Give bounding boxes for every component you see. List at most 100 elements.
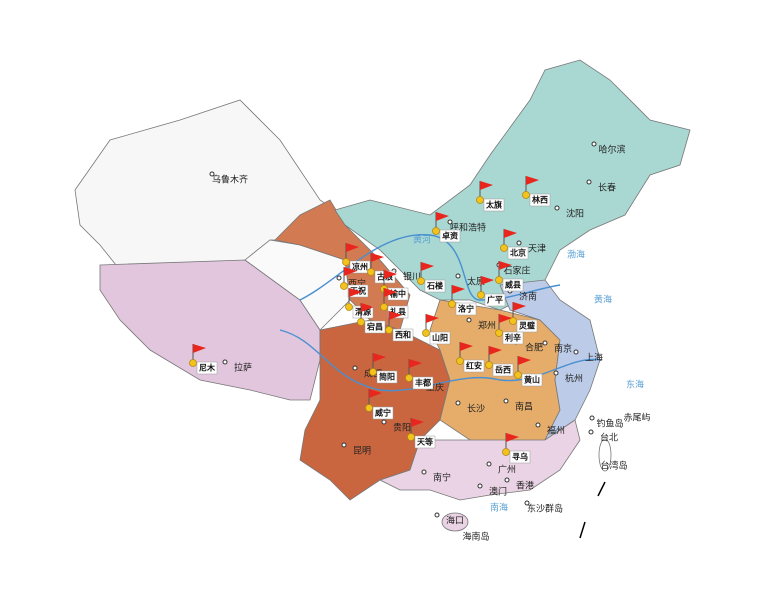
site-label-box (414, 435, 436, 449)
site-label: 广平 (487, 295, 503, 305)
city-label: 杭州 (565, 373, 583, 385)
city-dot (503, 398, 509, 404)
site-label: 山阳 (432, 333, 448, 343)
city-label: 海南岛 (462, 531, 489, 543)
flag (411, 418, 424, 427)
site-label: 太旗 (485, 200, 502, 210)
city-label: 乌鲁木齐 (212, 174, 248, 186)
city-dot (381, 419, 387, 425)
city-label: 南宁 (433, 472, 451, 484)
site-dot (340, 282, 348, 290)
flag (193, 344, 206, 353)
site-label: 榆中 (390, 289, 406, 299)
site-dot (495, 329, 503, 337)
site-label: 寻乌 (512, 452, 528, 462)
flag (526, 176, 539, 185)
site-label-box (502, 331, 524, 345)
site-label-box (516, 319, 538, 333)
city-dot (466, 317, 472, 323)
city-label: 广州 (498, 464, 516, 476)
city-dot (524, 500, 530, 506)
site-label: 黄山 (524, 375, 540, 385)
flag (409, 359, 422, 368)
city-dot (553, 370, 559, 376)
site-dot (407, 433, 415, 441)
city-label: 拉萨 (234, 362, 252, 374)
site-label-box (529, 193, 551, 207)
site-dot (485, 361, 493, 369)
site-label-box (372, 406, 394, 420)
site-dot (189, 359, 197, 367)
city-dot (535, 422, 541, 428)
site-label-box (509, 450, 531, 464)
city-label: 济南 (519, 291, 537, 303)
flag (499, 261, 512, 270)
site-dot (448, 300, 456, 308)
site-label: 洛宁 (458, 304, 474, 314)
city-label: 贵阳 (393, 422, 411, 434)
site-label: 利辛 (504, 333, 521, 343)
site-dot (432, 227, 440, 235)
site-label-box (364, 320, 386, 334)
site-dot (422, 329, 430, 337)
city-label: 澳门 (489, 486, 507, 498)
flag (436, 212, 449, 221)
site-label: 卓资 (442, 231, 458, 241)
flag (426, 314, 439, 323)
region-north (334, 59, 691, 311)
site-label: 丰都 (415, 378, 431, 388)
site-dot (345, 303, 353, 311)
flag (506, 433, 519, 442)
site-label: 北京 (510, 248, 526, 258)
city-dot (455, 400, 461, 406)
sea-label: 渤海 (567, 249, 585, 261)
site-dot (522, 191, 530, 199)
city-dot (486, 461, 492, 467)
city-dot (352, 365, 358, 371)
sea-label: 黄海 (594, 294, 612, 306)
city-label: 福州 (547, 425, 565, 437)
flag (384, 270, 397, 279)
flag (480, 181, 493, 190)
city-dot (588, 429, 594, 435)
site-dot (477, 291, 485, 299)
borders (579, 481, 606, 539)
site-label-box (412, 376, 434, 390)
site-label-box (376, 370, 398, 384)
sea-label: 南海 (490, 502, 508, 514)
city-dot (516, 240, 522, 246)
flag (349, 288, 362, 297)
yangtze-river (279, 329, 601, 392)
site-label: 红安 (466, 361, 482, 371)
labels: 乌鲁木齐哈尔滨长春沈阳呼和浩特天津石家庄太原济南银川西宁郑州合肥南京上海杭州成都… (189, 141, 651, 543)
site-label: 凉州 (352, 262, 368, 272)
city-dot (586, 179, 592, 185)
site-label-box (483, 198, 505, 212)
city-dot (209, 171, 215, 177)
flag (460, 342, 473, 351)
flag (518, 356, 531, 365)
site-label: 简阳 (379, 372, 395, 382)
site-label: 岳西 (495, 365, 511, 375)
site-label: 威宁 (375, 408, 391, 418)
site-label: 礼县 (390, 307, 406, 317)
site-dot (357, 318, 365, 326)
site-label-box (349, 260, 371, 274)
flag (499, 314, 512, 323)
flag (369, 389, 382, 398)
city-dot (434, 512, 440, 518)
city-label: 上海 (585, 352, 603, 364)
site-dot (369, 368, 377, 376)
flag (389, 311, 402, 320)
site-dot (365, 404, 373, 412)
site-label: 林西 (532, 195, 548, 205)
city-dot (455, 273, 461, 279)
site-dot (495, 276, 503, 284)
city-dot (504, 477, 510, 483)
site-label-box (502, 278, 524, 292)
site-dot (502, 448, 510, 456)
city-label: 哈尔滨 (598, 144, 625, 156)
site-label-box (429, 331, 451, 345)
city-label: 长沙 (467, 403, 485, 415)
